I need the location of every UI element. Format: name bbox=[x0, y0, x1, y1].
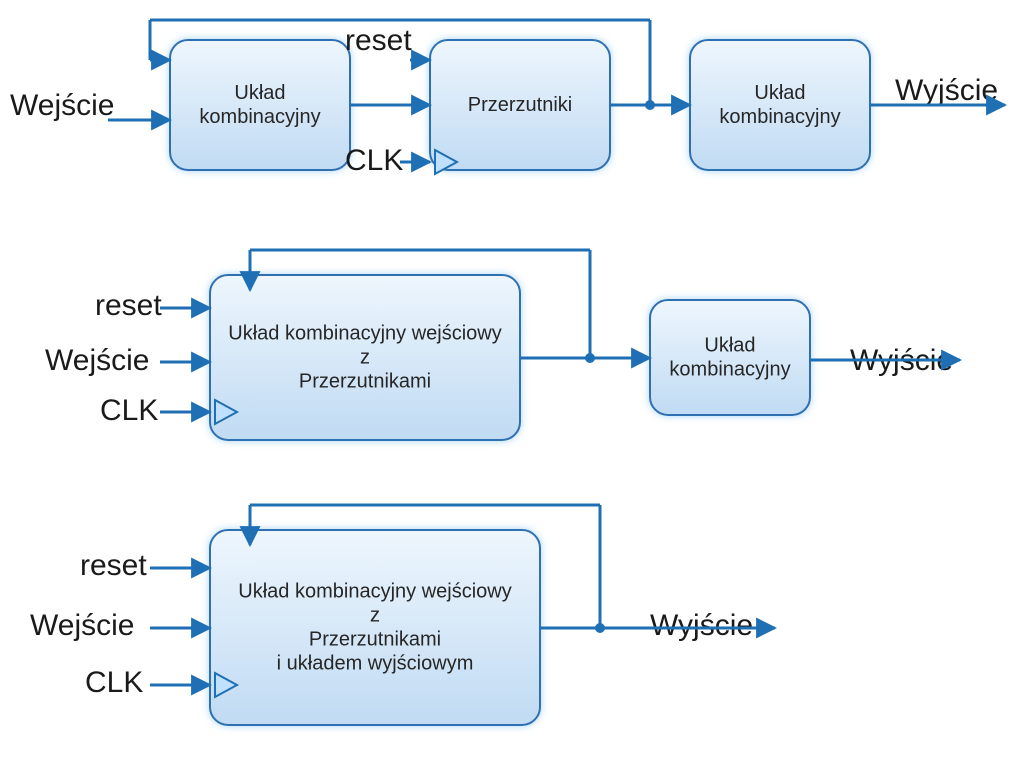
block-label: z bbox=[370, 605, 380, 627]
io-label-reset: reset bbox=[80, 549, 147, 582]
block-b1a bbox=[170, 40, 350, 170]
io-label-clk: CLK bbox=[85, 666, 143, 699]
block-label: Przerzutnikami bbox=[309, 629, 441, 651]
io-label-input: Wejście bbox=[45, 344, 149, 377]
block-label: kombinacyjny bbox=[669, 359, 790, 381]
block-label: Układ bbox=[234, 82, 285, 104]
io-label-clk: CLK bbox=[345, 144, 403, 177]
io-label-reset: reset bbox=[345, 24, 412, 57]
block-label: Układ bbox=[704, 335, 755, 357]
io-label-output: Wyjście bbox=[895, 74, 998, 107]
block-b1c bbox=[690, 40, 870, 170]
io-label-input: Wejście bbox=[10, 89, 114, 122]
block-b3a bbox=[210, 530, 540, 725]
io-label-reset: reset bbox=[95, 289, 162, 322]
block-label: Układ kombinacyjny wejściowy bbox=[238, 581, 511, 603]
io-label-input: Wejście bbox=[30, 609, 134, 642]
block-label: i układem wyjściowym bbox=[277, 653, 474, 675]
block-label: kombinacyjny bbox=[199, 106, 320, 128]
block-label: Przerzutniki bbox=[468, 94, 572, 116]
io-label-output: Wyjście bbox=[650, 609, 753, 642]
block-label: z bbox=[360, 347, 370, 369]
io-label-clk: CLK bbox=[100, 394, 158, 427]
block-label: Przerzutnikami bbox=[299, 371, 431, 393]
block-label: Układ bbox=[754, 82, 805, 104]
diagram-canvas: UkładkombinacyjnyPrzerzutnikiUkładkombin… bbox=[0, 0, 1024, 759]
block-b2b bbox=[650, 300, 810, 415]
block-label: kombinacyjny bbox=[719, 106, 840, 128]
block-label: Układ kombinacyjny wejściowy bbox=[228, 323, 501, 345]
